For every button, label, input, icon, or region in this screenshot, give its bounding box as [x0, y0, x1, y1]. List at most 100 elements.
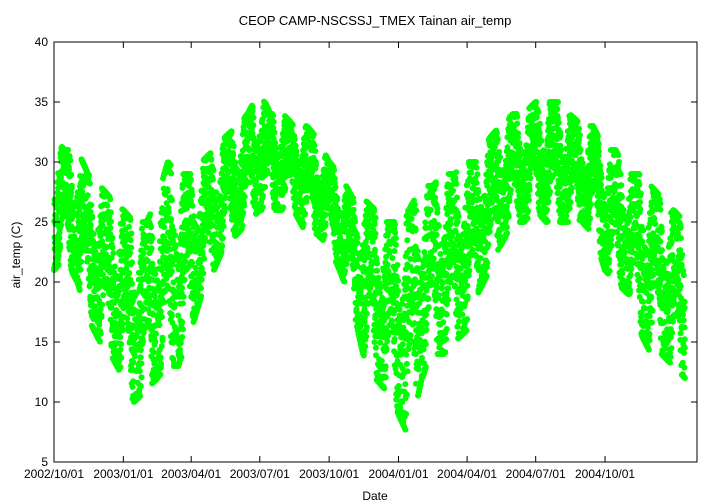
data-point [57, 244, 64, 251]
data-point [71, 233, 78, 240]
data-point [189, 202, 196, 209]
data-point [420, 346, 427, 353]
data-point [228, 129, 235, 135]
data-point [190, 213, 197, 220]
data-point [107, 209, 114, 216]
data-point [372, 214, 379, 221]
data-point [350, 199, 357, 206]
data-point [435, 223, 442, 229]
data-point [190, 236, 197, 243]
data-point [119, 320, 126, 327]
data-point [399, 365, 406, 372]
data-point [425, 295, 431, 302]
data-point [157, 308, 164, 315]
data-point [175, 326, 182, 333]
data-point [128, 230, 135, 237]
data-point [138, 374, 145, 381]
data-point [516, 153, 523, 160]
data-point [412, 227, 419, 234]
data-point [250, 114, 257, 121]
data-point [302, 210, 309, 217]
data-point [225, 168, 232, 175]
data-point [289, 121, 296, 128]
data-point [108, 304, 115, 311]
data-point [504, 230, 511, 237]
data-point [363, 324, 370, 331]
data-point [189, 259, 196, 266]
data-point [117, 364, 124, 371]
data-point [230, 174, 237, 181]
data-point [442, 349, 449, 356]
data-point [271, 129, 278, 136]
data-point [180, 326, 186, 333]
data-point [158, 314, 165, 320]
data-point [88, 202, 95, 209]
data-point [485, 241, 492, 248]
data-point [210, 167, 217, 174]
data-point [179, 285, 186, 291]
data-point [389, 255, 396, 261]
data-point [207, 150, 214, 157]
data-point [146, 317, 153, 324]
data-point [270, 112, 277, 119]
data-point [497, 154, 503, 161]
data-point [395, 287, 402, 294]
data-point [459, 311, 466, 318]
data-point [443, 336, 450, 343]
data-point [124, 292, 131, 299]
data-point [104, 202, 111, 209]
data-point [322, 220, 329, 227]
data-point [494, 130, 500, 137]
data-point [388, 317, 395, 324]
data-point [159, 337, 166, 344]
data-point [172, 301, 179, 308]
data-point [264, 167, 271, 174]
data-point [124, 315, 131, 322]
data-point [181, 276, 188, 283]
data-point [453, 181, 460, 187]
data-point [200, 199, 207, 206]
data-point [430, 255, 437, 262]
data-point [218, 248, 225, 255]
data-point [456, 318, 462, 325]
data-point [506, 198, 513, 205]
data-point [402, 381, 409, 388]
data-point [68, 182, 75, 189]
data-point [396, 306, 403, 313]
data-point [108, 218, 114, 225]
data-point [392, 221, 399, 228]
data-point [341, 278, 348, 285]
data-point [208, 156, 215, 162]
data-point [114, 297, 120, 304]
data-point [403, 351, 410, 358]
data-point [179, 319, 186, 325]
data-point [149, 260, 156, 267]
data-point [178, 354, 185, 361]
data-point [143, 244, 150, 251]
data-point [464, 293, 471, 300]
data-point [250, 122, 257, 129]
data-point [463, 327, 470, 334]
data-point [129, 298, 136, 305]
data-point [514, 120, 521, 127]
data-point [137, 282, 144, 289]
data-point [292, 142, 299, 149]
data-point [138, 360, 145, 367]
data-point [179, 201, 186, 208]
data-point [78, 258, 85, 265]
data-point [425, 304, 432, 311]
data-point [137, 354, 144, 361]
data-point [140, 338, 146, 345]
data-point [454, 194, 460, 201]
data-point [241, 193, 248, 200]
data-point [241, 202, 248, 209]
data-point [437, 251, 444, 257]
data-point [249, 104, 256, 111]
data-point [435, 292, 442, 299]
data-point [136, 368, 143, 375]
data-point [65, 147, 71, 153]
data-point [403, 391, 410, 398]
data-point [391, 248, 398, 254]
data-point [118, 354, 125, 361]
